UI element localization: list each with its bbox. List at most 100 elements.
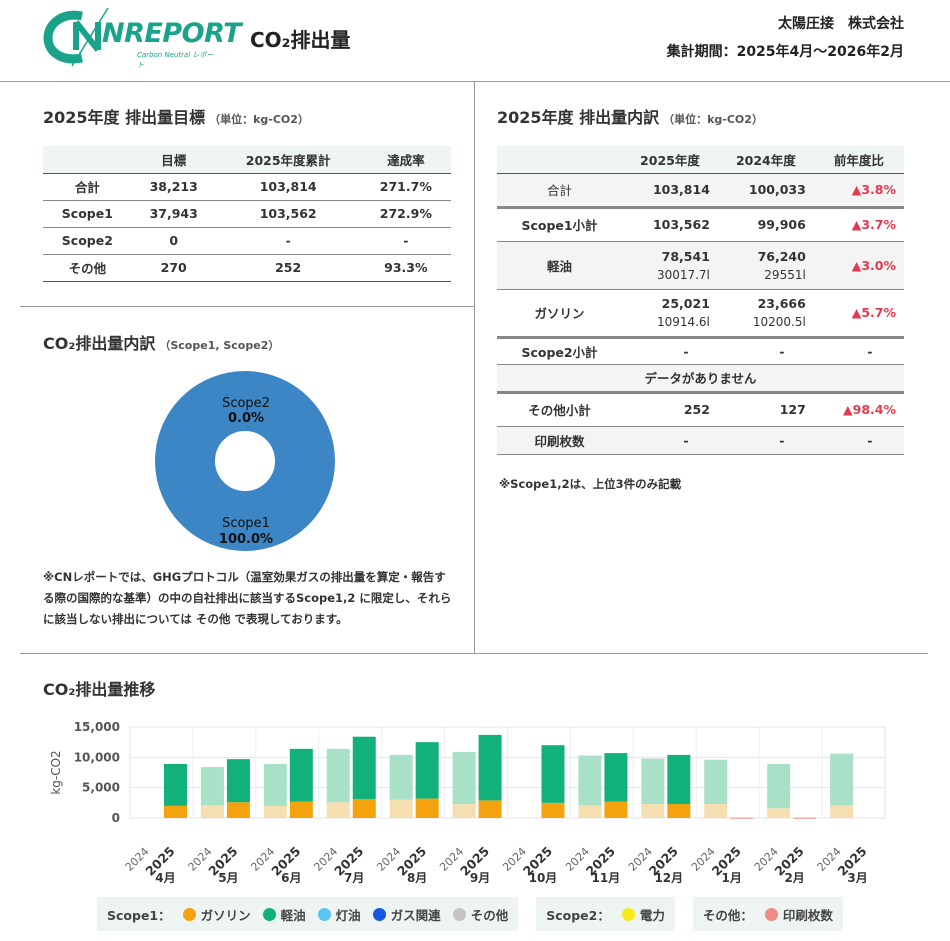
table-row-scope2: Scope2小計 - - - — [497, 337, 904, 365]
y-tick-label: 10,000 — [74, 750, 120, 764]
value-volume: 10200.5l — [752, 315, 806, 329]
donut-slice-scope1[interactable] — [155, 371, 335, 551]
cn-report-logo[interactable]: NREPORT Carbon Neutral レポート — [42, 6, 242, 69]
donut-svg: Scope2 0.0% Scope1 100.0% — [155, 371, 335, 551]
legend-item-diesel[interactable]: 軽油 — [262, 905, 306, 924]
x-month-label: 6月 — [281, 871, 301, 885]
table-cell: その他 — [43, 254, 132, 282]
x-month-label: 8月 — [407, 871, 427, 885]
bar-segment — [289, 801, 313, 818]
bar-segment — [541, 802, 565, 818]
x-month-label: 9月 — [470, 871, 490, 885]
legend-group-label: Scope1： — [107, 907, 171, 923]
legend-scope2: Scope2： 電力 — [536, 897, 675, 931]
bar-segment — [352, 736, 376, 800]
table-cell: Scope1 — [43, 200, 132, 228]
legend-other: その他： 印刷枚数 — [692, 897, 843, 931]
breakdown-title-text: 2025年度 排出量内訳 — [497, 108, 660, 127]
value-main: 25,021 — [661, 296, 710, 311]
value-main: 23,666 — [757, 296, 806, 311]
bar-segment — [704, 804, 728, 818]
legend-item-gasoline[interactable]: ガソリン — [182, 905, 251, 924]
row-label: 印刷枚数 — [497, 426, 622, 455]
donut-subtitle: （Scope1, Scope2） — [159, 339, 280, 352]
table-cell: - — [360, 227, 451, 255]
y-tick-label: 15,000 — [74, 720, 120, 734]
trend-section-title: CO₂排出量推移 — [43, 680, 156, 699]
table-cell: 93.3% — [360, 254, 451, 282]
donut-chart: Scope2 0.0% Scope1 100.0% — [150, 366, 340, 556]
legend-label: 灯油 — [335, 907, 361, 923]
legend-item-kerosene[interactable]: 灯油 — [317, 905, 361, 924]
table-header: 達成率 — [360, 146, 451, 174]
bar-segment — [604, 753, 628, 802]
table-row: その他 270 252 93.3% — [43, 254, 451, 282]
table-cell: 103,562 — [215, 200, 361, 228]
table-header — [497, 146, 622, 174]
table-cell: - — [215, 227, 361, 255]
ratio: ▲3.8% — [813, 173, 904, 209]
table-cell: 103,814 — [215, 173, 361, 201]
table-cell: Scope2 — [43, 227, 132, 255]
page-title: CO₂排出量 — [250, 28, 351, 52]
bar-segment — [263, 764, 287, 806]
donut-label-scope2: Scope2 — [222, 396, 270, 411]
table-header: 2025年度累計 — [215, 146, 361, 174]
bar-segment — [578, 805, 602, 818]
company-name: 太陽圧接 株式会社 — [778, 16, 904, 32]
x-month-label: 3月 — [847, 871, 867, 885]
report-period: 集計期間：2025年4月〜2026年2月 — [666, 44, 904, 60]
y-axis-label: kg-CO2 — [49, 750, 63, 794]
table-cell: 252 — [215, 254, 361, 282]
bar-segment — [164, 764, 187, 806]
bar-segment — [641, 804, 665, 818]
table-header-row: 2025年度 2024年度 前年度比 — [497, 146, 904, 174]
bar-segment — [352, 799, 376, 818]
value-volume: 29551l — [764, 267, 806, 282]
legend-item-gas[interactable]: ガス関連 — [372, 905, 441, 924]
table-header: 前年度比 — [813, 146, 904, 174]
value-2024: - — [717, 337, 814, 365]
value-2025: 252 — [622, 392, 718, 427]
table-header — [43, 146, 132, 174]
target-section-title: 2025年度 排出量目標 （単位：kg-CO2） — [43, 104, 309, 128]
donut-title-text: CO₂排出量内訳 — [43, 334, 156, 353]
table-cell: 0 — [131, 227, 216, 255]
legend-swatch — [764, 907, 778, 921]
value-volume: 10914.6l — [656, 315, 710, 329]
table-row-print: 印刷枚数 - - - — [497, 426, 904, 455]
legend-label: 電力 — [639, 907, 665, 923]
legend-label: 印刷枚数 — [782, 907, 833, 923]
bar-segment — [200, 805, 224, 818]
table-row: 合計 38,213 103,814 271.7% — [43, 173, 451, 201]
breakdown-unit: （単位：kg-CO2） — [663, 113, 763, 126]
value-main: 78,541 — [661, 248, 710, 264]
table-row-nodata: データがありません — [497, 364, 904, 394]
divider-bottom — [20, 653, 928, 654]
ratio: ▲3.0% — [813, 241, 904, 290]
row-label: その他小計 — [497, 392, 622, 427]
bar-segment — [289, 748, 313, 802]
legend-item-other[interactable]: その他 — [452, 905, 508, 924]
bar-segment — [326, 802, 350, 818]
divider-vertical — [474, 82, 475, 654]
table-cell: 合計 — [43, 173, 132, 201]
target-table: 目標 2025年度累計 達成率 合計 38,213 103,814 271.7%… — [43, 146, 451, 282]
logo-subtext: Carbon Neutral レポート — [137, 51, 214, 69]
value-2024: 99,906 — [717, 207, 814, 242]
legend-scope1: Scope1： ガソリン 軽油 灯油 ガス関連 その他 — [97, 897, 519, 931]
legend-item-print[interactable]: 印刷枚数 — [764, 905, 833, 924]
bar-segment — [326, 748, 350, 803]
legend-item-electricity[interactable]: 電力 — [621, 905, 665, 924]
x-month-label: 5月 — [218, 871, 238, 885]
x-month-label: 1月 — [722, 871, 742, 885]
row-label: 合計 — [497, 173, 622, 209]
bar-segment — [478, 800, 502, 818]
table-row: Scope2 0 - - — [43, 227, 451, 255]
donut-pct-scope2: 0.0% — [228, 411, 264, 426]
row-label: ガソリン — [497, 289, 622, 339]
breakdown-section-title: 2025年度 排出量内訳 （単位：kg-CO2） — [497, 104, 763, 128]
row-label: 軽油 — [497, 241, 622, 290]
legend-swatch — [182, 907, 196, 921]
bar-segment — [415, 798, 439, 818]
